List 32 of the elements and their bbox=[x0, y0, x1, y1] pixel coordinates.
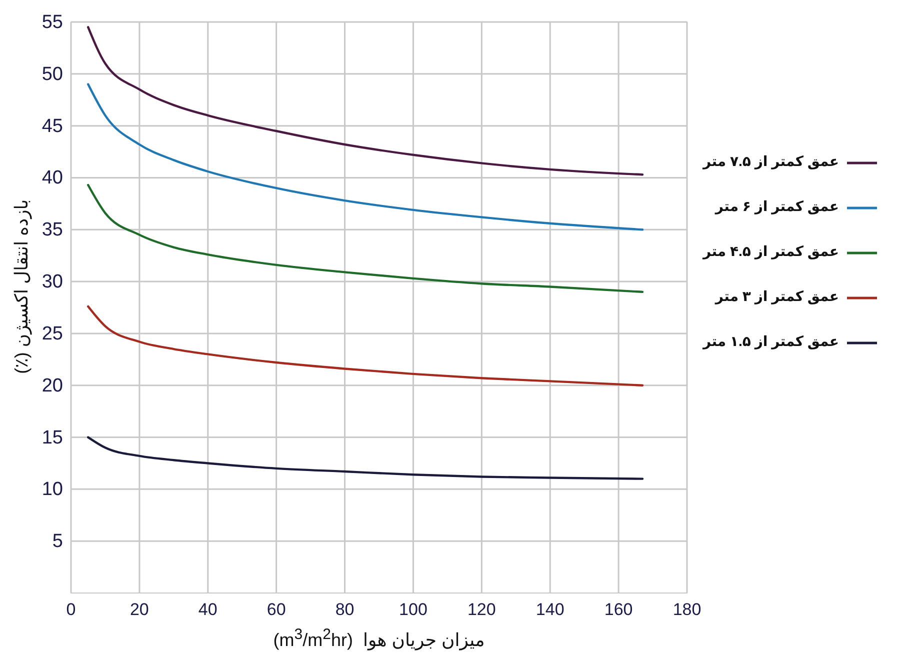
y-tick-label: 5 bbox=[52, 531, 63, 552]
legend-label: عمق کمتر از ۷.۵ متر bbox=[702, 153, 839, 170]
x-tick-label: 140 bbox=[536, 600, 564, 619]
line-series bbox=[87, 83, 644, 231]
y-tick-label: 55 bbox=[42, 12, 63, 33]
y-tick-label: 20 bbox=[42, 375, 63, 396]
x-tick-label: 100 bbox=[399, 600, 428, 619]
x-tick-label: 180 bbox=[672, 600, 702, 619]
line-series bbox=[87, 305, 644, 386]
legend-label: عمق کمتر از ۱.۵ متر bbox=[702, 333, 839, 350]
line-series bbox=[87, 26, 644, 176]
legend-label: عمق کمتر از ۳ متر bbox=[715, 288, 839, 305]
y-tick-label: 15 bbox=[42, 427, 63, 448]
y-tick-label: 50 bbox=[42, 64, 63, 85]
x-tick-label: 120 bbox=[467, 600, 496, 619]
y-tick-label: 25 bbox=[42, 323, 63, 344]
y-tick-label: 30 bbox=[42, 272, 63, 293]
x-tick-label: 60 bbox=[266, 600, 286, 619]
x-tick-label: 80 bbox=[335, 600, 354, 619]
x-tick-label: 20 bbox=[130, 600, 149, 619]
x-tick-label: 160 bbox=[604, 600, 633, 619]
line-series bbox=[87, 184, 644, 294]
line-series bbox=[87, 436, 644, 480]
y-tick-label: 10 bbox=[42, 479, 63, 500]
legend-label: عمق کمتر از ۴.۵ متر bbox=[702, 243, 839, 260]
x-tick-label: 0 bbox=[66, 600, 76, 619]
y-tick-label: 45 bbox=[42, 116, 63, 137]
legend-label: عمق کمتر از ۶ متر bbox=[715, 198, 839, 215]
y-tick-label: 40 bbox=[42, 168, 63, 189]
y-tick-label: 35 bbox=[42, 220, 63, 241]
x-tick-label: 40 bbox=[198, 600, 218, 619]
y-axis-title: بازده انتقال اکسیژن (٪) bbox=[12, 198, 32, 376]
